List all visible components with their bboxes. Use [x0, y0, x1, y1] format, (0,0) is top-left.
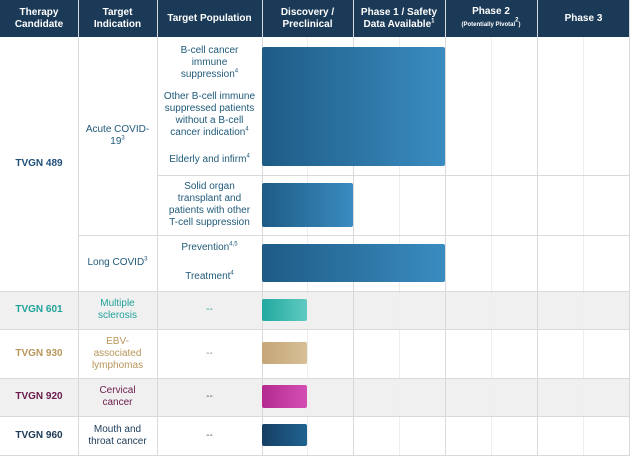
row-bg	[0, 378, 630, 416]
label: Long COVID	[87, 257, 145, 268]
footnote-ref: 4,5	[229, 241, 238, 248]
indication: Acute COVID-193	[78, 37, 157, 235]
label: Treatment	[185, 271, 231, 282]
label: Multiple sclerosis	[98, 298, 137, 321]
population: Solid organ transplant and patients with…	[157, 178, 262, 232]
label: Phase 1 / Safety Data Available	[360, 6, 438, 30]
label: Mouth and throat cancer	[88, 423, 147, 447]
indication: EBV-associated lymphomas	[78, 329, 157, 378]
population: --	[157, 329, 262, 378]
row-line	[0, 416, 630, 417]
label: Cervical cancer	[99, 385, 136, 408]
indication: Cervical cancer	[78, 378, 157, 416]
col-line	[537, 0, 538, 456]
label: TVGN 920	[15, 391, 63, 402]
footnote-ref: 1	[431, 18, 435, 25]
label: --	[206, 391, 213, 402]
population: --	[157, 416, 262, 455]
label: TVGN 489	[15, 158, 63, 169]
header-bg	[0, 0, 630, 37]
col-line	[157, 0, 158, 456]
label: TVGN 601	[15, 304, 63, 315]
footnote-ref: 3	[144, 256, 148, 263]
label: Target Population	[167, 12, 252, 24]
label: Prevention	[181, 242, 230, 253]
header-cell: Phase 3	[537, 0, 630, 37]
progress-bar	[262, 385, 307, 408]
population: Prevention4,5	[157, 238, 262, 258]
row-line	[78, 235, 630, 236]
label: Other B-cell immune suppressed patients …	[163, 91, 256, 138]
candidate: TVGN 601	[0, 291, 78, 329]
footnote-ref: 4	[230, 270, 234, 277]
footnote-ref: 4	[234, 68, 239, 75]
candidate: TVGN 489	[0, 37, 78, 291]
row-bg	[0, 291, 630, 329]
header-cell: Discovery / Preclinical	[262, 0, 353, 37]
label: Solid organ transplant and patients with…	[168, 181, 251, 228]
label: Acute COVID-19	[85, 124, 150, 147]
header-cell: Phase 1 / Safety Data Available1	[353, 0, 445, 37]
indication: Long COVID3	[78, 235, 157, 291]
progress-bar	[262, 424, 307, 446]
row-line	[157, 175, 630, 176]
footnote-ref: 2	[515, 17, 519, 24]
col-line	[262, 0, 263, 456]
progress-bar	[262, 47, 445, 166]
col-line	[445, 0, 446, 456]
progress-bar	[262, 299, 307, 321]
label: Therapy Candidate	[14, 6, 64, 30]
population: Treatment4	[157, 267, 262, 287]
label: --	[206, 347, 213, 359]
header-cell: Phase 2 (Potentially Pivotal2)	[445, 0, 537, 37]
label: Elderly and infirm	[169, 154, 247, 165]
footnote-ref: 4	[246, 153, 250, 160]
row-line	[0, 378, 630, 379]
label: Phase 2	[472, 6, 510, 17]
header-cell: Target Population	[157, 0, 262, 37]
candidate: TVGN 920	[0, 378, 78, 416]
population: Other B-cell immune suppressed patients …	[157, 88, 262, 142]
progress-bar	[262, 183, 353, 227]
label: )	[518, 22, 521, 28]
row-line	[0, 329, 630, 330]
progress-bar	[262, 244, 445, 282]
label: --	[206, 304, 213, 315]
population: B-cell cancer immune suppression4	[157, 40, 262, 85]
indication: Mouth and throat cancer	[78, 416, 157, 455]
progress-bar	[262, 342, 307, 364]
col-line	[78, 0, 79, 456]
population: Elderly and infirm4	[157, 150, 262, 170]
label: EBV-associated lymphomas	[91, 335, 144, 371]
label: TVGN 930	[15, 347, 63, 359]
header-cell: Target Indication	[78, 0, 157, 37]
label: B-cell cancer immune suppression	[180, 44, 239, 80]
col-line	[353, 0, 354, 456]
label: --	[206, 429, 213, 441]
population: --	[157, 291, 262, 329]
footnote-ref: 3	[121, 135, 125, 142]
label: Discovery / Preclinical	[280, 6, 335, 30]
header-cell: Therapy Candidate	[0, 0, 78, 37]
sub-line	[491, 37, 492, 456]
label: TVGN 960	[15, 429, 63, 441]
label: (Potentially Pivotal	[461, 22, 516, 28]
indication: Multiple sclerosis	[78, 291, 157, 329]
row-line	[0, 291, 630, 292]
footnote-ref: 4	[245, 126, 249, 133]
label: Target Indication	[93, 6, 142, 30]
candidate: TVGN 930	[0, 329, 78, 378]
population: --	[157, 378, 262, 416]
label: Phase 3	[564, 12, 603, 24]
sub-line	[583, 37, 584, 456]
candidate: TVGN 960	[0, 416, 78, 455]
